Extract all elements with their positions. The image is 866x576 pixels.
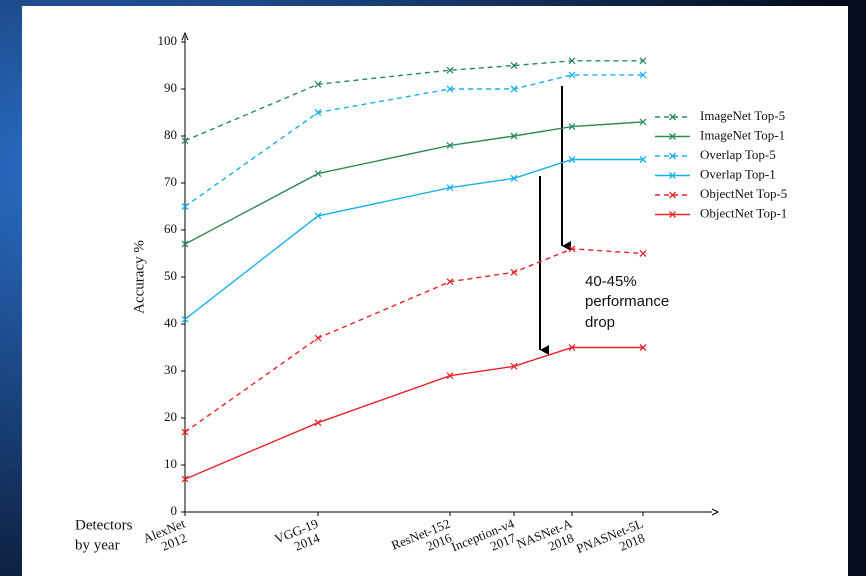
point-marker xyxy=(510,132,518,140)
point-marker xyxy=(639,156,647,163)
point-marker xyxy=(568,123,576,131)
annotation: drop xyxy=(585,314,615,331)
point-marker xyxy=(314,419,322,427)
y-axis-label: Accuracy % xyxy=(131,240,147,314)
annotation: performance xyxy=(585,293,669,310)
point-marker xyxy=(446,184,454,192)
y-tick-label: 70 xyxy=(164,174,177,189)
legend-marker xyxy=(669,133,676,140)
point-marker xyxy=(314,170,322,178)
y-tick-label: 30 xyxy=(164,362,177,377)
legend-label: Overlap Top-5 xyxy=(700,147,776,162)
point-marker xyxy=(181,428,189,436)
point-marker xyxy=(510,174,518,182)
series xyxy=(181,156,647,323)
point-marker xyxy=(568,156,576,163)
x-axis-arrow xyxy=(711,508,720,516)
point-marker xyxy=(510,362,518,370)
legend-marker xyxy=(669,152,676,160)
y-tick-label: 20 xyxy=(164,409,177,424)
series-line xyxy=(184,74,643,208)
legend-marker xyxy=(669,211,676,218)
x-axis-label: by year xyxy=(75,537,120,553)
series-line xyxy=(184,346,643,480)
series-line xyxy=(184,60,643,142)
y-tick-label: 90 xyxy=(164,80,177,95)
x-axis-label: Detectors xyxy=(75,517,133,533)
point-marker xyxy=(568,344,576,351)
point-marker xyxy=(446,85,454,93)
point-marker xyxy=(446,278,454,286)
point-marker xyxy=(181,475,189,483)
point-marker xyxy=(314,212,322,220)
point-marker xyxy=(181,240,189,248)
point-marker xyxy=(446,372,454,380)
y-tick-label: 10 xyxy=(164,456,177,471)
y-tick-label: 40 xyxy=(164,315,177,330)
point-marker xyxy=(568,57,576,65)
point-marker xyxy=(314,80,322,88)
point-marker xyxy=(639,250,647,257)
y-tick-label: 0 xyxy=(171,503,178,518)
point-marker xyxy=(181,315,189,323)
legend-label: Overlap Top-1 xyxy=(700,166,776,181)
y-tick-label: 60 xyxy=(164,221,177,236)
point-marker xyxy=(314,109,322,116)
point-marker xyxy=(510,85,518,93)
point-marker xyxy=(639,57,647,65)
point-marker xyxy=(446,66,454,74)
point-marker xyxy=(181,203,189,210)
point-marker xyxy=(568,71,576,79)
legend-marker xyxy=(669,113,676,121)
series xyxy=(181,71,647,210)
y-tick-label: 80 xyxy=(164,127,177,142)
point-marker xyxy=(568,245,576,253)
y-tick-label: 100 xyxy=(158,33,178,48)
point-marker xyxy=(446,141,454,149)
annotation: 40-45% xyxy=(585,273,637,290)
series xyxy=(181,344,647,483)
point-marker xyxy=(181,137,189,145)
point-marker xyxy=(639,118,647,126)
series xyxy=(181,245,647,436)
series xyxy=(181,118,647,248)
legend-label: ImageNet Top-5 xyxy=(700,108,785,123)
legend-label: ObjectNet Top-5 xyxy=(700,186,787,201)
legend-label: ImageNet Top-1 xyxy=(700,127,785,142)
point-marker xyxy=(510,268,518,276)
series-line xyxy=(184,121,644,245)
series-line xyxy=(184,158,643,320)
panel xyxy=(22,6,848,576)
y-axis-arrow xyxy=(181,31,189,41)
series-line xyxy=(184,248,644,433)
legend-marker xyxy=(669,172,676,179)
point-marker xyxy=(510,62,518,69)
y-tick-label: 50 xyxy=(164,268,177,283)
series xyxy=(181,57,647,145)
point-marker xyxy=(639,344,647,351)
point-marker xyxy=(639,71,647,79)
legend-marker xyxy=(669,191,676,199)
legend-label: ObjectNet Top-1 xyxy=(700,205,787,220)
point-marker xyxy=(314,334,322,342)
